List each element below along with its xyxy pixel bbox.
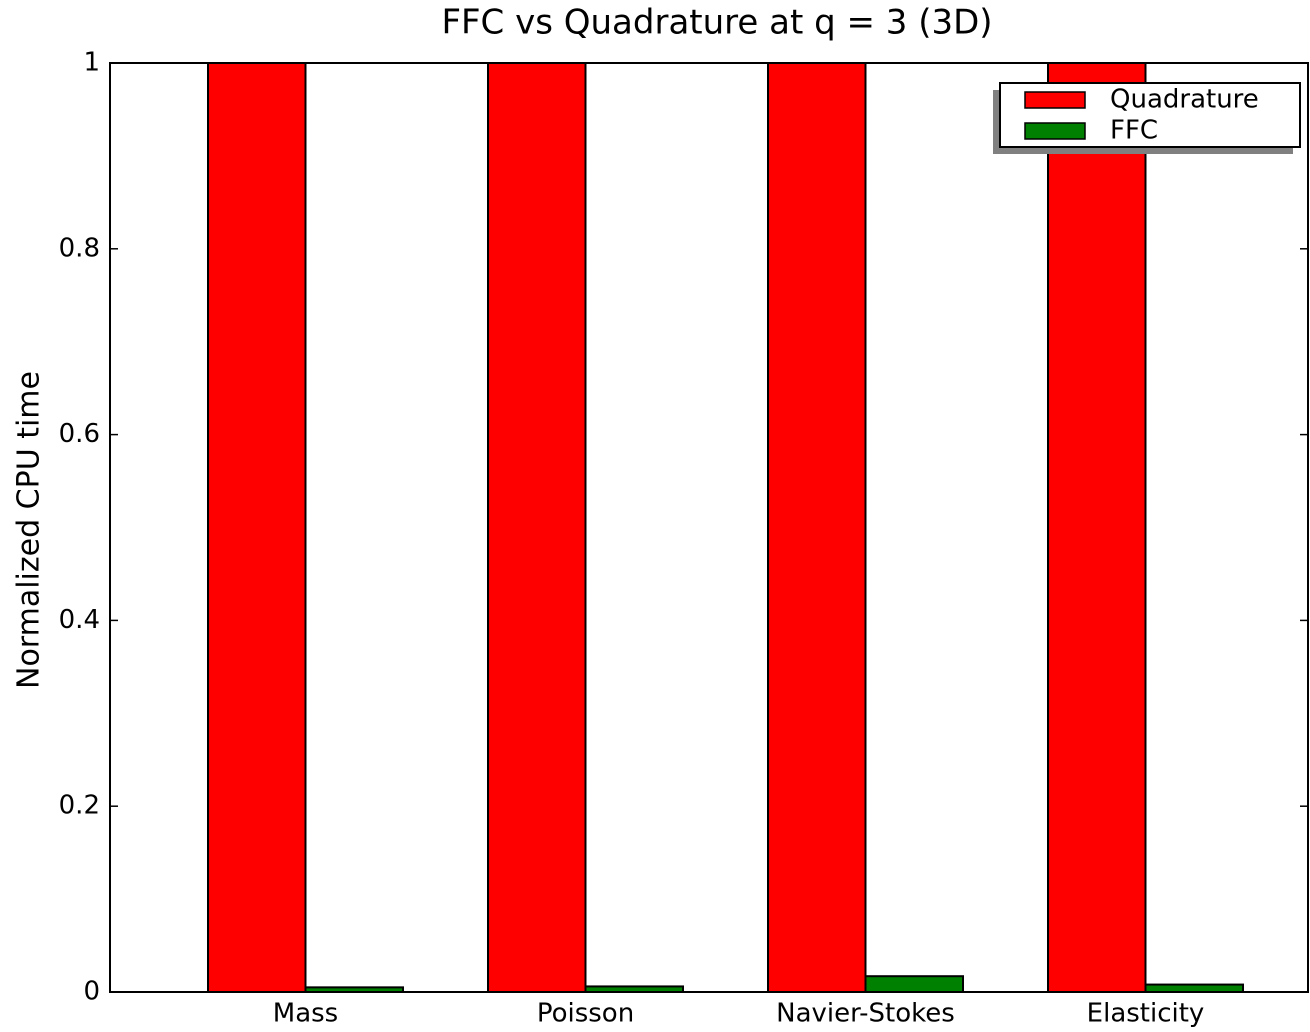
y-tick-label: 0.4 (59, 605, 100, 635)
bar (1047, 62, 1147, 993)
y-tick-label: 0 (83, 977, 100, 1007)
legend-label: Quadrature (1110, 85, 1259, 115)
x-tick-label: Mass (273, 999, 338, 1029)
y-tick-label: 0.6 (59, 419, 100, 449)
bar (207, 62, 307, 993)
plot-frame (109, 62, 1309, 993)
legend-swatch (1024, 91, 1086, 109)
y-axis-label: Normalized CPU time (12, 371, 47, 689)
bar (487, 62, 587, 993)
x-tick-label: Elasticity (1087, 999, 1205, 1029)
x-tick-label: Poisson (537, 999, 634, 1029)
bar (767, 62, 867, 993)
legend-label: FFC (1110, 116, 1158, 146)
y-tick-label: 0.2 (59, 791, 100, 821)
y-tick-label: 1 (83, 48, 100, 78)
y-tick-label: 0.8 (59, 233, 100, 263)
bar (864, 975, 964, 993)
chart-title: FFC vs Quadrature at q = 3 (3D) (441, 3, 992, 43)
x-tick-label: Navier-Stokes (776, 999, 955, 1029)
legend-swatch (1024, 122, 1086, 140)
bar (1144, 983, 1244, 993)
